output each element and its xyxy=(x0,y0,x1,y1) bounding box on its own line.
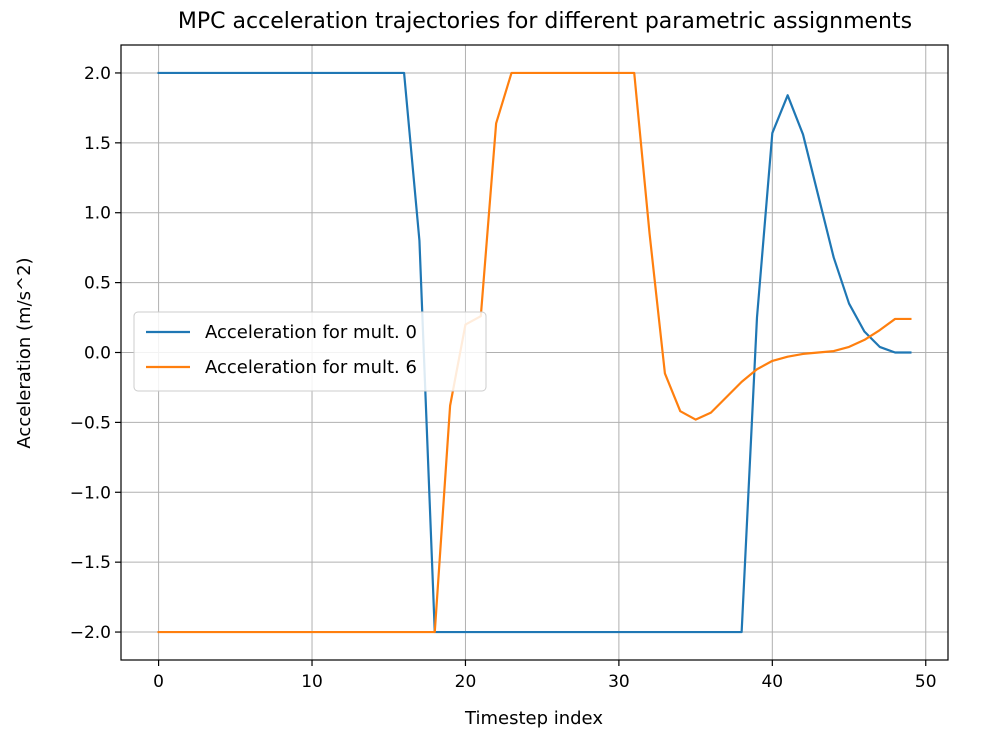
legend: Acceleration for mult. 0 Acceleration fo… xyxy=(133,311,487,392)
chart-title: MPC acceleration trajectories for differ… xyxy=(178,9,912,34)
legend-box xyxy=(133,311,487,392)
legend-label-series-1: Acceleration for mult. 6 xyxy=(205,357,417,378)
x-tick-label: 30 xyxy=(608,672,630,692)
y-tick-label: 2.0 xyxy=(84,64,111,84)
x-tick-label: 10 xyxy=(301,672,323,692)
legend-label-series-0: Acceleration for mult. 0 xyxy=(205,322,417,343)
y-tick-label: −1.0 xyxy=(70,483,111,503)
y-axis-label: Acceleration (m/s^2) xyxy=(14,257,35,448)
y-tick-label: −2.0 xyxy=(70,623,111,643)
x-tick-label: 0 xyxy=(153,672,164,692)
series-line-0 xyxy=(157,71,912,634)
x-tick-label: 20 xyxy=(455,672,477,692)
y-tick-label: 0.5 xyxy=(84,274,111,294)
x-axis-ticks: 0 10 20 30 40 50 xyxy=(153,660,937,692)
x-tick-label: 40 xyxy=(761,672,783,692)
y-tick-label: 1.5 xyxy=(84,134,111,154)
series-line-1 xyxy=(157,71,912,634)
x-tick-label: 50 xyxy=(915,672,937,692)
y-tick-label: −1.5 xyxy=(70,553,111,573)
y-tick-label: 0.0 xyxy=(84,344,111,364)
series-lines xyxy=(157,71,912,634)
y-axis-ticks: 2.0 1.5 1.0 0.5 0.0 −0.5 −1.0 −1.5 −2.0 xyxy=(70,64,121,643)
y-tick-label: 1.0 xyxy=(84,204,111,224)
y-tick-label: −0.5 xyxy=(70,413,111,433)
x-axis-label: Timestep index xyxy=(464,708,603,729)
